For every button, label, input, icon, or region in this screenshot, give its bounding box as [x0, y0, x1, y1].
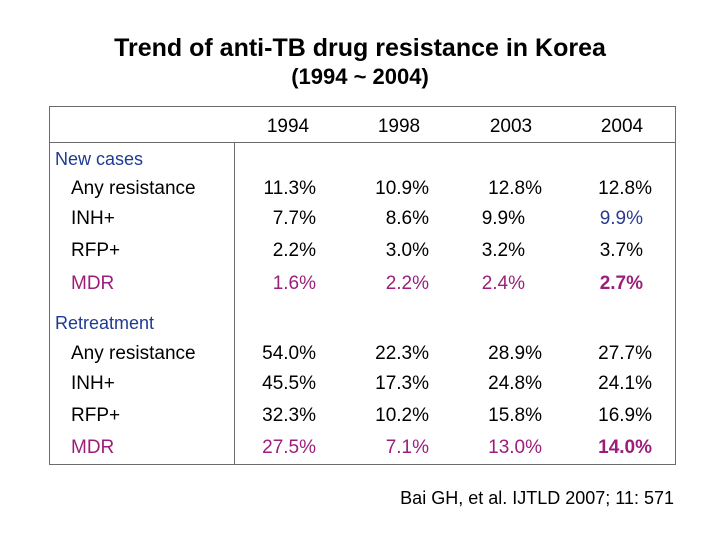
table-cell: 24.1%: [598, 373, 652, 394]
table-cell: 7.7%: [272, 208, 316, 229]
table-cell: 9.9%: [481, 208, 525, 229]
column-header-2003: 2003: [489, 116, 533, 137]
row-label: Any resistance: [71, 343, 196, 364]
table-cell: 12.8%: [488, 178, 542, 199]
row-label: INH+: [71, 208, 115, 229]
table-cell: 27.5%: [262, 437, 316, 458]
table-cell: 16.9%: [598, 405, 652, 426]
slide-subtitle: (1994 ~ 2004): [291, 64, 429, 89]
column-header-1998: 1998: [377, 116, 421, 137]
table-cell: 12.8%: [598, 178, 652, 199]
row-label: RFP+: [71, 405, 121, 426]
row-label: RFP+: [71, 240, 121, 261]
table-cell: 15.8%: [488, 405, 542, 426]
table-cell-highlight: 14.0%: [598, 437, 652, 458]
table-cell: 27.7%: [598, 343, 652, 364]
row-label-mdr: MDR: [71, 273, 115, 294]
table-cell: 3.2%: [481, 240, 525, 261]
table-cell-highlight: 2.7%: [599, 273, 643, 294]
table-cell: 45.5%: [262, 373, 316, 394]
row-label: Any resistance: [71, 178, 196, 199]
table-cell: 3.0%: [385, 240, 429, 261]
table-cell: 10.9%: [375, 178, 429, 199]
section-label-retreatment: Retreatment: [55, 312, 159, 334]
table-cell: 17.3%: [375, 373, 429, 394]
table-cell: 32.3%: [262, 405, 316, 426]
table-cell: 28.9%: [488, 343, 542, 364]
citation: Bai GH, et al. IJTLD 2007; 11: 571: [400, 488, 674, 508]
section-label-new-cases: New cases: [55, 148, 148, 170]
column-header-1994: 1994: [266, 116, 310, 137]
table-cell: 22.3%: [375, 343, 429, 364]
table-cell: 7.1%: [385, 437, 429, 458]
table-cell: 2.2%: [272, 240, 316, 261]
table-cell: 13.0%: [488, 437, 542, 458]
column-header-2004: 2004: [600, 116, 644, 137]
table-divider: [234, 143, 235, 465]
table-cell: 3.7%: [599, 240, 643, 261]
table-cell: 2.4%: [481, 273, 525, 294]
row-label-mdr: MDR: [71, 437, 115, 458]
table-cell: 2.2%: [385, 273, 429, 294]
table-cell: 24.8%: [488, 373, 542, 394]
table-cell: 1.6%: [272, 273, 316, 294]
table-cell: 8.6%: [385, 208, 429, 229]
table-cell: 11.3%: [263, 178, 316, 199]
row-label: INH+: [71, 373, 115, 394]
table-cell: 10.2%: [375, 405, 429, 426]
slide-title: Trend of anti-TB drug resistance in Kore…: [114, 34, 606, 62]
table-cell-highlight: 9.9%: [599, 208, 643, 229]
table-cell: 54.0%: [262, 343, 316, 364]
table-header-band: [49, 106, 676, 143]
